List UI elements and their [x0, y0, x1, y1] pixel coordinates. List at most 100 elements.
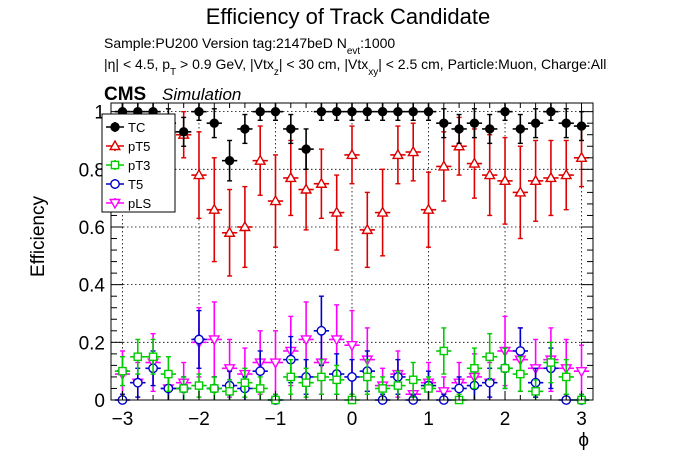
- sample-tail: :1000: [360, 35, 395, 51]
- data-point-pt5: [346, 148, 358, 160]
- data-point-pt3: [301, 378, 311, 387]
- data-point-tc: [286, 124, 296, 134]
- data-point-pls: [437, 387, 450, 398]
- data-point-pls: [346, 341, 358, 352]
- data-point-pt5: [238, 220, 251, 232]
- cuts-part-4: | < 2.5 cm, Particle:Muon, Charge:All: [378, 56, 606, 72]
- data-point-pt5: [192, 168, 205, 180]
- data-point-pt5: [407, 145, 420, 157]
- data-point-pt5: [499, 174, 512, 186]
- data-point-pls: [330, 335, 343, 346]
- y-tick-label: 0.4: [79, 276, 106, 297]
- data-point-pt5: [575, 151, 588, 162]
- series-pt5: [114, 103, 590, 277]
- data-point-pt3: [209, 384, 219, 393]
- data-point-pt5: [315, 177, 328, 188]
- data-point-pt3: [164, 369, 173, 379]
- data-point-tc: [454, 124, 464, 134]
- data-point-pt3: [286, 372, 296, 382]
- sample-subscript: evt: [347, 46, 361, 57]
- data-point-tc: [561, 118, 571, 128]
- data-point-pt3: [240, 378, 250, 387]
- data-point-pt5: [208, 203, 221, 214]
- x-axis-label: ϕ: [578, 430, 589, 451]
- data-point-pt3: [194, 381, 204, 390]
- y-axis-label: Efficiency: [28, 196, 49, 277]
- data-point-pt3: [408, 375, 418, 385]
- legend-entry-tc: TC: [106, 120, 145, 135]
- ticks-layer: −3 −2 −1 0 1 2 3 0 0.2 0.4 0.6 0.8 1: [79, 103, 593, 430]
- data-point-pt5: [437, 160, 450, 171]
- data-point-pt3: [148, 352, 158, 362]
- data-point-pt5: [468, 157, 481, 168]
- data-point-pt5: [544, 171, 557, 183]
- sample-text: Sample:PU200 Version tag:2147beD N: [104, 35, 347, 51]
- data-point-pls: [208, 335, 221, 346]
- data-point-pt3: [546, 358, 556, 367]
- data-point-pt5: [269, 194, 282, 206]
- data-point-pls: [269, 358, 282, 369]
- data-point-tc: [469, 118, 480, 128]
- data-point-pt3: [133, 352, 143, 362]
- cms-label: CMS: [104, 84, 146, 105]
- data-point-pt5: [376, 206, 389, 217]
- x-tick-label: 0: [347, 409, 358, 430]
- x-tick-label: 2: [500, 409, 511, 430]
- legend-marker-tc: [110, 122, 120, 132]
- data-point-pt5: [483, 168, 496, 180]
- data-point-pt5: [560, 168, 573, 180]
- data-point-pt3: [118, 366, 127, 376]
- x-tick-label: −3: [112, 409, 134, 430]
- legend-label: pT3: [128, 158, 150, 173]
- data-point-tc: [362, 106, 373, 117]
- legend-marker-pls: [109, 198, 121, 210]
- data-point-tc: [209, 118, 219, 128]
- data-point-pls: [300, 335, 313, 346]
- data-point-pt3: [516, 369, 525, 379]
- series-layer: [114, 103, 590, 405]
- data-point-pt3: [255, 384, 265, 393]
- data-point-t5: [194, 334, 204, 345]
- data-point-pt5: [529, 174, 542, 186]
- legend-marker-t5: [110, 179, 120, 189]
- legend-label: TC: [128, 120, 145, 135]
- data-point-pt3: [179, 384, 188, 393]
- legend-entry-pls: pLS: [106, 196, 151, 211]
- data-point-tc: [331, 106, 342, 117]
- chart-title: Efficiency of Track Candidate: [206, 4, 491, 29]
- data-point-pt5: [422, 203, 435, 214]
- y-tick-label: 0.8: [79, 160, 105, 181]
- legend-label: pLS: [128, 196, 151, 211]
- data-point-pt5: [284, 171, 297, 183]
- data-point-tc: [316, 106, 327, 117]
- data-point-pt3: [561, 372, 571, 382]
- legend-entry-pt5: pT5: [106, 139, 150, 154]
- data-point-t5: [515, 346, 526, 356]
- cuts-info: |η| < 4.5, pT > 0.9 GeV, |Vtxz| < 30 cm,…: [104, 56, 606, 78]
- data-point-tc: [393, 106, 403, 117]
- legend-label: T5: [128, 177, 143, 192]
- data-point-tc: [485, 124, 495, 134]
- data-point-pt5: [514, 185, 527, 197]
- cuts-sub-3: xy: [368, 67, 378, 78]
- legend-entry-t5: T5: [106, 177, 143, 192]
- simulation-label: Simulation: [162, 85, 241, 104]
- data-point-tc: [576, 121, 587, 131]
- y-tick-label: 1: [94, 103, 105, 124]
- data-point-pt5: [223, 226, 236, 237]
- cuts-sub-2: z: [274, 67, 279, 78]
- data-point-tc: [530, 118, 541, 128]
- data-point-pls: [575, 366, 588, 378]
- data-point-pt3: [485, 352, 495, 362]
- data-point-tc: [240, 124, 250, 134]
- data-point-tc: [301, 144, 311, 154]
- data-point-tc: [408, 106, 418, 117]
- x-tick-label: −1: [265, 409, 287, 430]
- cuts-part-3: | < 30 cm, |Vtx: [279, 56, 368, 72]
- data-point-pt5: [453, 139, 466, 151]
- data-point-t5: [255, 366, 266, 377]
- sample-info: Sample:PU200 Version tag:2147beD Nevt:10…: [104, 35, 395, 57]
- data-point-tc: [515, 124, 526, 134]
